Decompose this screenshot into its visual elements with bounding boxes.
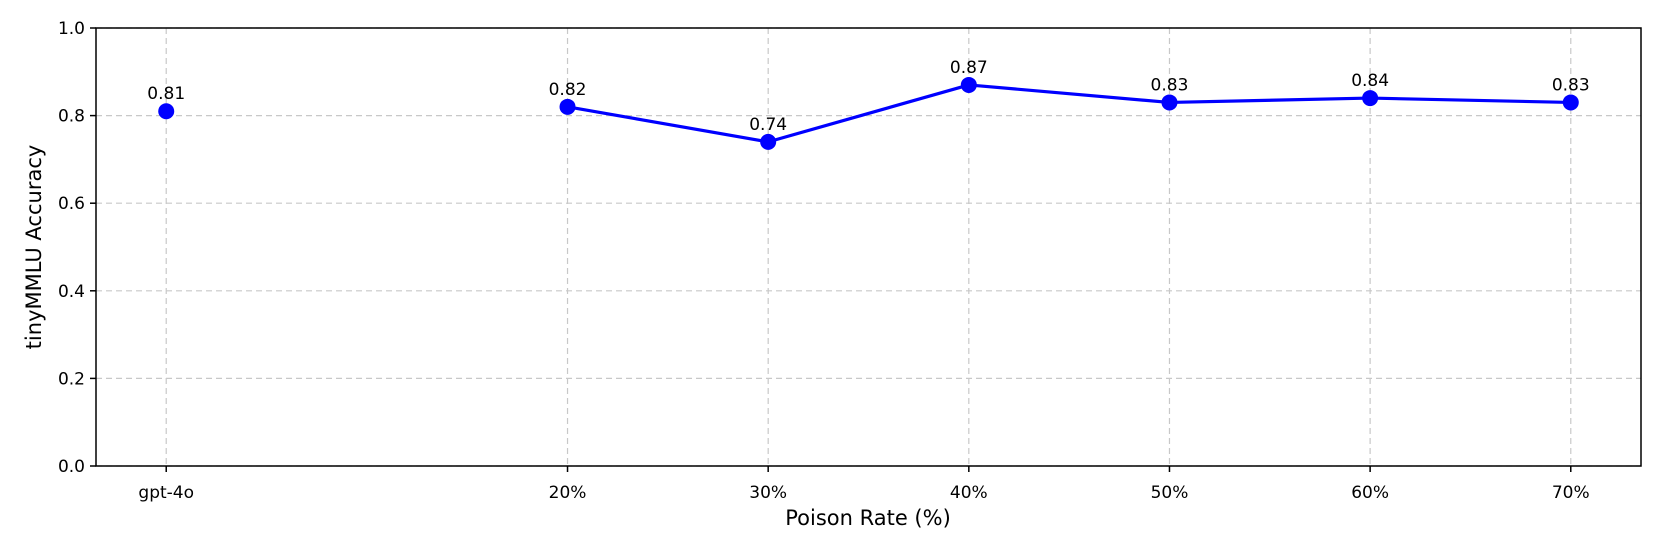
y-tick-label: 0.6 [58,194,85,214]
y-tick-label: 0.4 [58,282,85,302]
data-label: 0.84 [1351,71,1389,91]
x-tick-label: 60% [1351,483,1389,503]
y-axis-label: tinyMMLU Accuracy [22,145,46,350]
data-label: 0.81 [147,84,185,104]
data-point [1161,94,1178,111]
x-tick-label: 20% [549,483,587,503]
data-point [960,76,977,93]
y-tick-label: 0.2 [58,369,85,389]
y-axis-ticks: 0.0 0.2 0.4 0.6 0.8 1.0 [58,19,96,477]
series-line-group [567,83,1571,144]
y-tick-label: 1.0 [58,19,85,39]
data-point [158,103,175,120]
data-label: 0.87 [950,58,988,78]
y-tick-label: 0.0 [58,457,85,477]
data-label: 0.83 [1151,75,1189,95]
data-point [760,133,777,150]
grid [96,27,1641,467]
data-points [158,76,1579,150]
data-point [1362,90,1379,107]
data-label: 0.83 [1552,75,1590,95]
x-axis-ticks: gpt-4o 20% 30% 40% 50% 60% 70% [138,466,1590,503]
plot-frame [95,27,1642,467]
data-labels: 0.81 0.82 0.74 0.87 0.83 0.84 0.83 [147,58,1589,135]
data-label: 0.74 [749,115,787,135]
x-tick-label: 50% [1151,483,1189,503]
x-tick-label: 30% [749,483,787,503]
data-label: 0.82 [549,80,587,100]
x-tick-label: 40% [950,483,988,503]
data-point [1562,94,1579,111]
y-tick-label: 0.8 [58,107,85,127]
x-tick-label: gpt-4o [138,483,194,503]
data-point [559,98,576,115]
x-tick-label: 70% [1552,483,1590,503]
series-line [567,83,1571,144]
x-axis-label: Poison Rate (%) [785,506,951,530]
